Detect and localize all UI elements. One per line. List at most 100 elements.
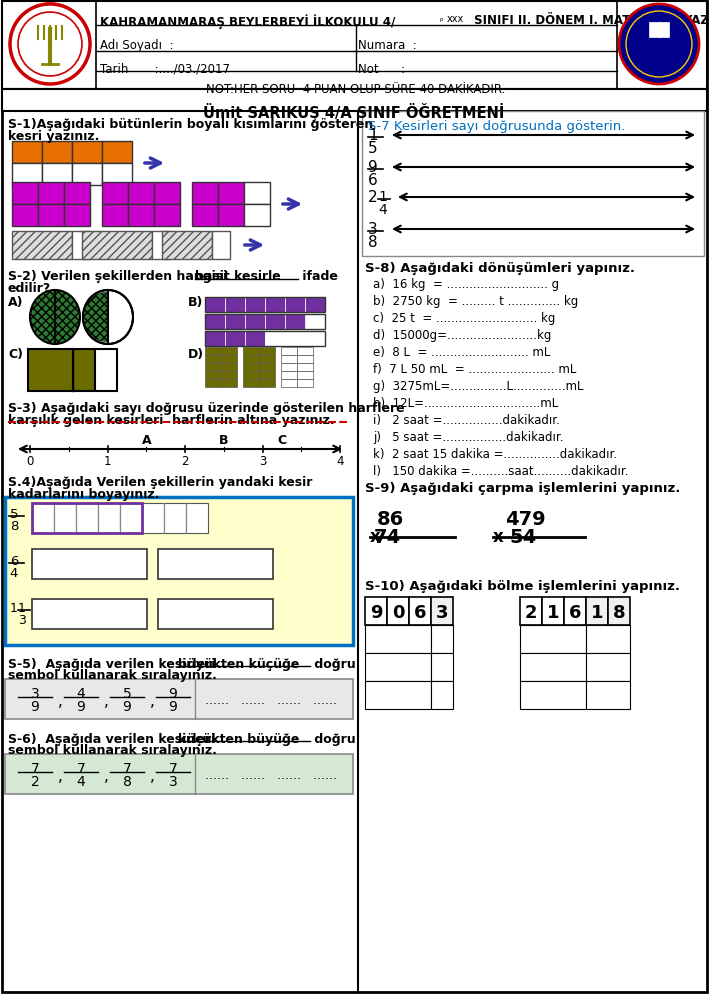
Bar: [245, 332, 265, 347]
Bar: [73, 350, 95, 392]
Text: ₚ: ₚ: [440, 14, 444, 23]
Bar: [520, 681, 586, 710]
Text: 8: 8: [368, 235, 378, 249]
Text: 4: 4: [77, 686, 85, 701]
Bar: [205, 315, 325, 330]
Bar: [431, 597, 453, 625]
Bar: [225, 297, 245, 313]
Bar: [158, 550, 273, 580]
Text: i)   2 saat =................dakikadır.: i) 2 saat =................dakikadır.: [373, 414, 560, 426]
Text: 7: 7: [77, 761, 85, 775]
Text: 4: 4: [336, 454, 344, 467]
Text: 4: 4: [77, 774, 85, 788]
Text: 2013: 2013: [649, 61, 669, 67]
Bar: [244, 205, 270, 227]
Text: 3: 3: [436, 603, 448, 621]
Text: h)  12L=...............................mL: h) 12L=...............................mL: [373, 397, 558, 410]
Text: ,: ,: [104, 768, 109, 783]
Bar: [102, 183, 128, 205]
Bar: [520, 597, 542, 625]
Bar: [76, 504, 98, 534]
Text: g)  3275mL=...............L..............mL: g) 3275mL=...............L..............…: [373, 380, 584, 393]
Text: 9: 9: [169, 700, 177, 714]
Text: B): B): [188, 295, 203, 309]
Text: l)   150 dakika =..........saat..........dakikadır.: l) 150 dakika =..........saat..........d…: [373, 464, 628, 477]
Bar: [243, 380, 259, 388]
Bar: [32, 599, 147, 629]
Text: j)   5 saat =.................dakikadır.: j) 5 saat =.................dakikadır.: [373, 430, 564, 443]
Bar: [120, 504, 142, 534]
Bar: [12, 183, 38, 205]
Text: küçükten büyüğe: küçükten büyüğe: [178, 733, 299, 746]
Text: 2: 2: [368, 190, 378, 205]
Text: f)  7 L 50 mL  = ....................... mL: f) 7 L 50 mL = ....................... m…: [373, 363, 576, 376]
Bar: [205, 315, 225, 330]
Bar: [586, 681, 630, 710]
Text: 3: 3: [18, 613, 26, 626]
Bar: [387, 597, 409, 625]
Text: 2: 2: [30, 774, 40, 788]
Text: Ümit SARIKUŞ 4/A SINIF ÖĞRETMENİ: Ümit SARIKUŞ 4/A SINIF ÖĞRETMENİ: [203, 103, 505, 121]
Text: d)  15000g=........................kg: d) 15000g=........................kg: [373, 329, 552, 342]
Bar: [205, 332, 225, 347]
Text: k)  2 saat 15 dakika =...............dakikadır.: k) 2 saat 15 dakika =...............daki…: [373, 447, 617, 460]
Bar: [205, 380, 221, 388]
Text: Adı Soyadı  :: Adı Soyadı :: [100, 39, 174, 52]
Text: S-9) Aşağıdaki çarpma işlemlerini yapınız.: S-9) Aşağıdaki çarpma işlemlerini yapını…: [365, 481, 681, 494]
Text: 2: 2: [525, 603, 537, 621]
Text: 2: 2: [182, 454, 189, 467]
Text: Numara  :: Numara :: [358, 39, 417, 52]
Text: S-6)  Aşağıda verilen kesirleri: S-6) Aşağıda verilen kesirleri: [8, 733, 220, 746]
Text: karşılık gelen kesirleri  harflerin altına yazınız.: karşılık gelen kesirleri harflerin altın…: [8, 414, 335, 426]
Bar: [192, 183, 218, 205]
Bar: [243, 372, 259, 380]
Text: C: C: [277, 433, 286, 446]
Text: 1: 1: [104, 454, 111, 467]
Text: Tarih       :..../03./2017: Tarih :..../03./2017: [100, 63, 230, 76]
Ellipse shape: [83, 290, 133, 345]
Text: doğru: doğru: [310, 657, 356, 670]
Bar: [205, 297, 225, 313]
Text: NOT:HER SORU  4 PUAN OLUP SÜRE 40 DAKİKADIR.: NOT:HER SORU 4 PUAN OLUP SÜRE 40 DAKİKAD…: [206, 83, 506, 95]
Text: 9: 9: [123, 700, 131, 714]
Bar: [259, 348, 275, 356]
Text: 5: 5: [368, 141, 378, 156]
Text: 7: 7: [30, 761, 40, 775]
Bar: [218, 183, 244, 205]
Text: ,: ,: [58, 693, 63, 709]
Bar: [12, 232, 72, 259]
Text: e)  8 L  = .......................... mL: e) 8 L = .......................... mL: [373, 346, 550, 359]
Bar: [409, 597, 431, 625]
Text: 1: 1: [378, 190, 387, 204]
Text: C): C): [8, 348, 23, 361]
Text: S-10) Aşağıdaki bölme işlemlerini yapınız.: S-10) Aşağıdaki bölme işlemlerini yapını…: [365, 580, 680, 592]
Bar: [431, 625, 453, 653]
Bar: [281, 380, 297, 388]
Text: ifade: ifade: [298, 269, 338, 282]
Bar: [365, 625, 431, 653]
Wedge shape: [83, 292, 108, 343]
Text: 4: 4: [378, 203, 386, 217]
Bar: [38, 205, 64, 227]
Bar: [243, 356, 259, 364]
Bar: [205, 356, 221, 364]
Bar: [12, 205, 38, 227]
Bar: [586, 653, 630, 681]
Bar: [297, 372, 313, 380]
Bar: [32, 504, 142, 534]
Text: 8: 8: [10, 520, 18, 533]
Bar: [297, 356, 313, 364]
Text: x: x: [493, 528, 504, 546]
Text: S-7 Kesirleri sayı doğrusunda gösterin.: S-7 Kesirleri sayı doğrusunda gösterin.: [368, 120, 625, 133]
Bar: [102, 142, 132, 164]
Text: 6: 6: [414, 603, 426, 621]
Text: ......   ......   ......   ......: ...... ...... ...... ......: [205, 768, 337, 781]
Text: 0: 0: [392, 603, 404, 621]
Bar: [162, 232, 212, 259]
Bar: [12, 142, 42, 164]
Bar: [243, 364, 259, 372]
Text: 5: 5: [10, 508, 18, 521]
Text: 7: 7: [169, 761, 177, 775]
Text: MİLLİ EĞİTİM: MİLLİ EĞİTİM: [33, 31, 67, 36]
Bar: [142, 504, 164, 534]
